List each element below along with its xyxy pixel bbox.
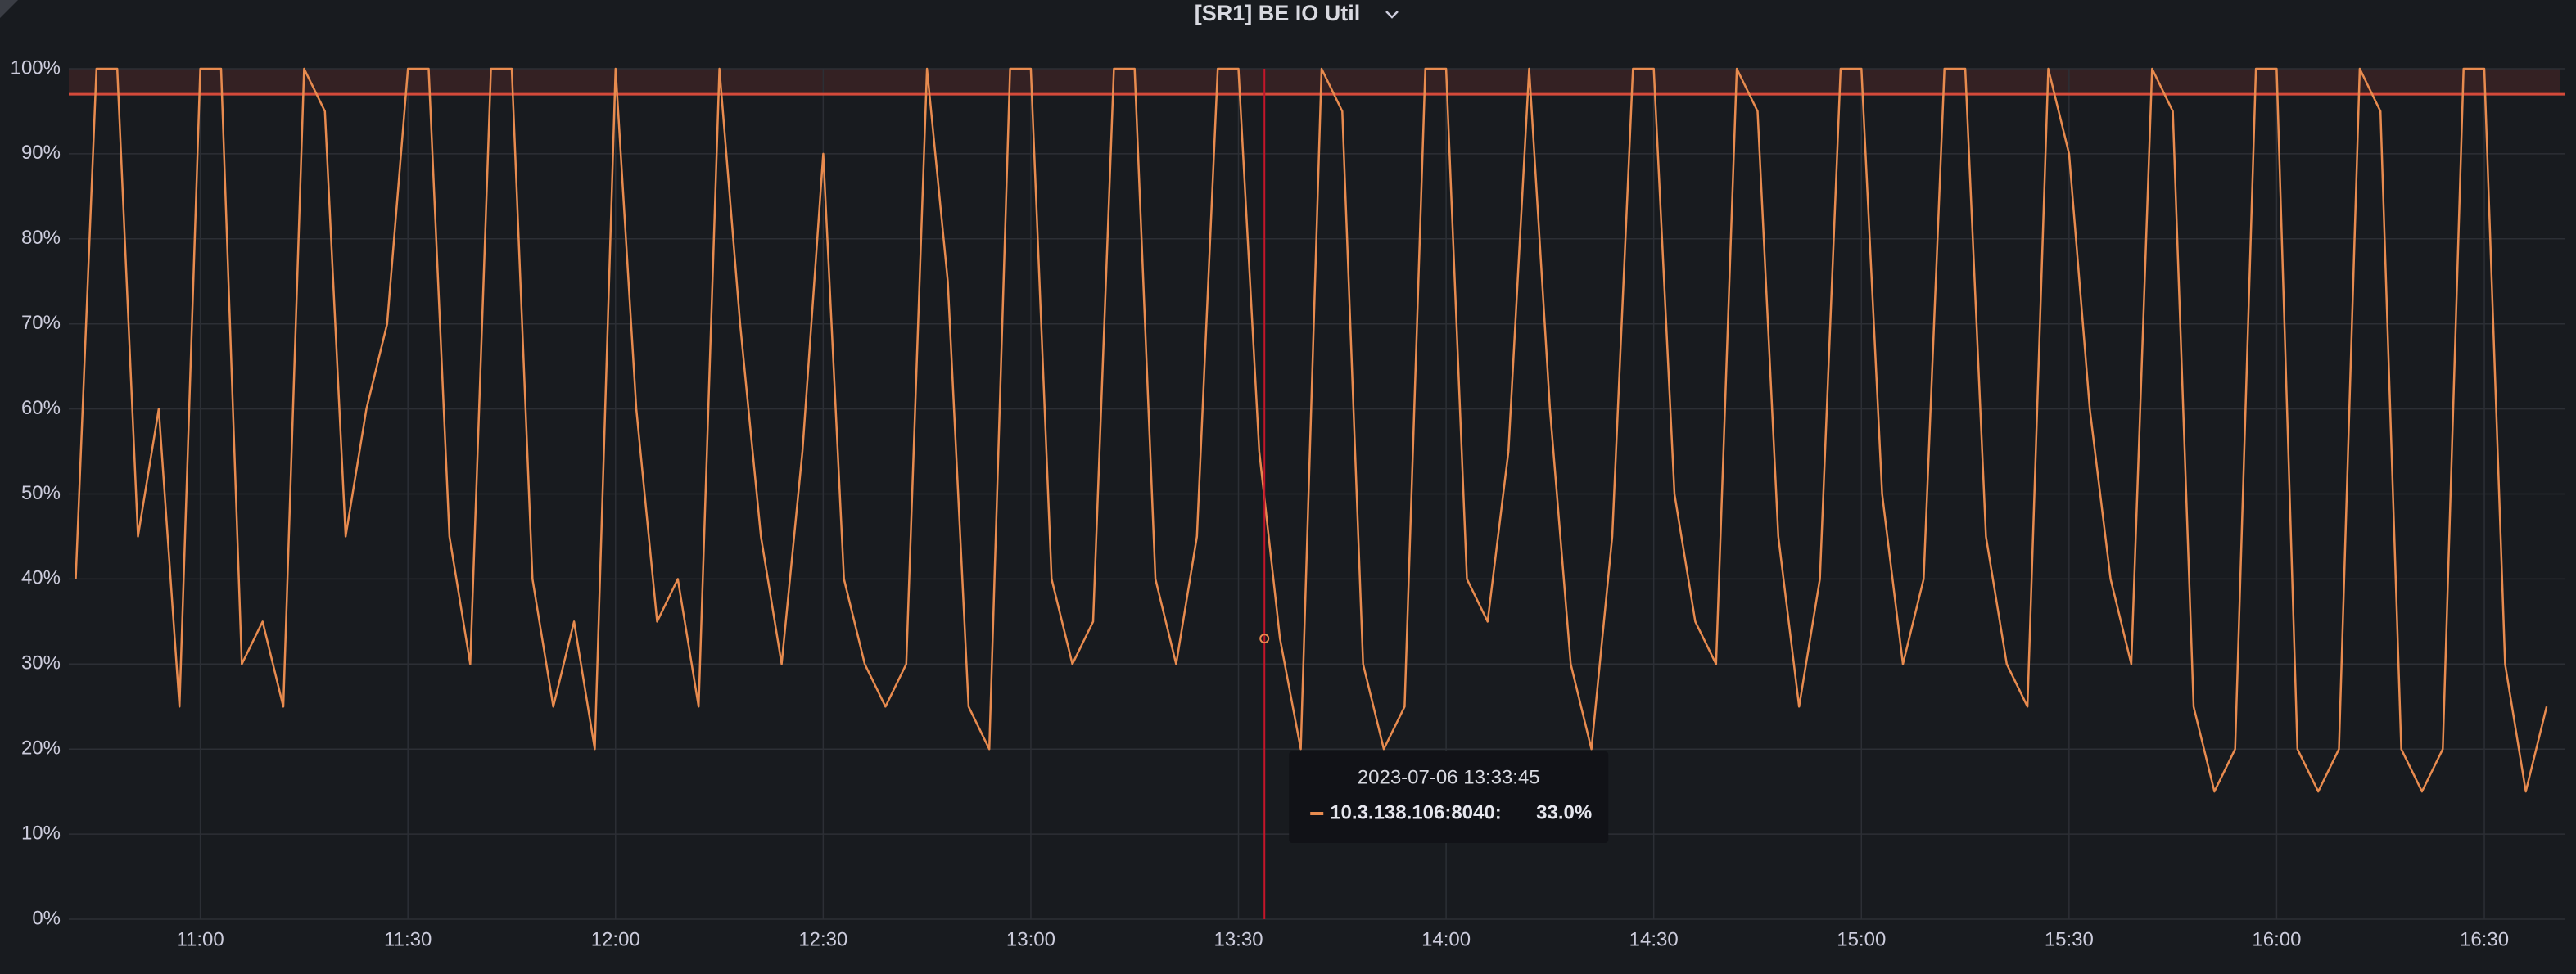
y-tick-label: 50%: [21, 482, 61, 504]
x-tick-label: 15:00: [1837, 928, 1886, 950]
series-line: [75, 67, 2548, 793]
x-tick-label: 12:00: [591, 928, 640, 950]
x-tick-label: 11:30: [384, 928, 432, 950]
tooltip-series-label: 10.3.138.106:8040:: [1330, 801, 1502, 823]
tooltip-value: 33.0%: [1536, 801, 1592, 823]
y-tick-label: 90%: [21, 142, 61, 164]
tooltip-box: [1289, 751, 1609, 843]
y-tick-label: 40%: [21, 567, 61, 589]
x-tick-label: 15:30: [2045, 928, 2094, 950]
y-tick-label: 80%: [21, 227, 61, 249]
y-tick-label: 20%: [21, 737, 61, 760]
x-tick-label: 13:30: [1213, 928, 1263, 950]
panel-corner-icon[interactable]: [0, 0, 18, 18]
x-tick-label: 16:00: [2252, 928, 2301, 950]
threshold-band: [69, 69, 2560, 95]
y-tick-label: 100%: [11, 56, 61, 79]
hover-point: [1259, 634, 1270, 644]
y-tick-label: 30%: [21, 652, 61, 674]
x-tick-label: 11:00: [176, 928, 224, 950]
y-tick-label: 0%: [32, 907, 61, 929]
x-tick-label: 14:00: [1421, 928, 1471, 950]
y-tick-label: 70%: [21, 312, 61, 334]
x-tick-label: 13:00: [1006, 928, 1055, 950]
tooltip-time: 2023-07-06 13:33:45: [1358, 766, 1540, 788]
x-tick-label: 12:30: [798, 928, 847, 950]
title-menu-chevron[interactable]: [1385, 11, 1399, 19]
chart-title[interactable]: [SR1] BE IO Util: [1195, 1, 1361, 25]
y-tick-label: 10%: [21, 822, 61, 844]
y-tick-label: 60%: [21, 397, 61, 419]
x-tick-label: 16:30: [2460, 928, 2509, 950]
x-tick-label: 14:30: [1629, 928, 1679, 950]
